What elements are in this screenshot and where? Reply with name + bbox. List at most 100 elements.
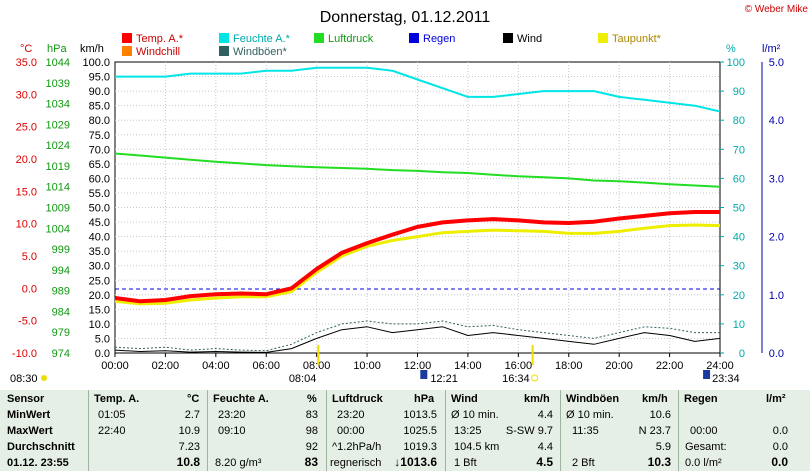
humidity-tick-label: 100: [727, 57, 745, 69]
rain-max: 0.0: [772, 425, 788, 437]
pressure-tick-label: 1014: [46, 182, 70, 194]
wind-tick-label: 100.0: [82, 57, 110, 69]
temp-unit-label: °C: [20, 43, 32, 55]
wind-avg: 4.4: [537, 409, 553, 421]
wind-tick-label: 65.0: [89, 159, 110, 171]
pressure-max: 1025.5: [403, 425, 437, 437]
legend-swatch-1: [219, 33, 229, 43]
legend-label-2: Luftdruck: [328, 33, 374, 45]
series-line-windben: [114, 320, 720, 352]
legend-label-3: Regen: [423, 33, 455, 45]
rain-amount: 0.0 l/m²: [685, 457, 722, 469]
time-tick-label: 20:00: [605, 360, 633, 372]
rain-tick-label: 5.0: [769, 57, 784, 69]
chart-title: Donnerstag, 01.12.2011: [320, 9, 491, 26]
humidity-max-time: 09:10: [218, 425, 246, 437]
legend-swatch-0: [122, 33, 132, 43]
pressure-header: Luftdruck: [332, 393, 383, 405]
humidity-unit-label: %: [726, 43, 736, 55]
temp-header: Temp. A.: [94, 393, 140, 405]
wind-tick-label: 30.0: [89, 261, 110, 273]
chart-series: [114, 66, 721, 353]
legend-swatch-3: [409, 33, 419, 43]
moon-icon: [531, 374, 539, 382]
temp-tick-label: 0.0: [22, 283, 37, 295]
wind-tick-label: 80.0: [89, 115, 110, 127]
pressure-tick-label: 1039: [46, 78, 70, 90]
legend-label-1: Feuchte A.*: [233, 33, 291, 45]
rain-unit-label: l/m²: [762, 43, 781, 55]
humidity-min: 83: [305, 409, 318, 421]
temp-min: 2.7: [184, 409, 200, 421]
pressure-tick-label: 1044: [46, 57, 70, 69]
wind-tick-label: 85.0: [89, 101, 110, 113]
pressure-max-time: 00:00: [337, 425, 365, 437]
wind-current: 4.5: [536, 455, 553, 469]
humidity-tick-label: 80: [733, 115, 745, 127]
gusts-current: 10.3: [647, 455, 671, 469]
pressure-trend: ^1.2hPa/h: [332, 441, 382, 453]
wind-max: S-SW 9.7: [505, 425, 553, 437]
time-tick-label: 14:00: [454, 360, 482, 372]
wind-unit-label: km/h: [80, 43, 104, 55]
pressure-tick-label: 1034: [46, 99, 70, 111]
rain-tick-label: 2.0: [769, 232, 784, 244]
temp-tick-label: 25.0: [16, 122, 37, 134]
rain-current: 0.0: [771, 455, 788, 469]
wind-tick-label: 45.0: [89, 217, 110, 229]
rain-total-label: Gesamt:: [685, 441, 727, 453]
pressure-tick-label: 1019: [46, 161, 70, 173]
humidity-avg: 92: [305, 441, 318, 453]
wind-max-time: 13:25: [454, 425, 482, 437]
pressure-tick-label: 1004: [46, 223, 70, 235]
wind-tick-label: 90.0: [89, 86, 110, 98]
legend-swatch-2: [314, 33, 324, 43]
temp-tick-label: 30.0: [16, 89, 37, 101]
temp-tick-label: -5.0: [18, 316, 37, 328]
pressure-tick-label: 979: [52, 327, 70, 339]
noon-label: 12:21: [430, 373, 458, 385]
gusts-avg: 10.6: [649, 409, 671, 421]
series-line-taupunkt: [114, 223, 721, 306]
wind-tick-label: 15.0: [89, 304, 110, 316]
pressure-tick-label: 984: [52, 306, 70, 318]
temp-tick-label: 15.0: [16, 186, 37, 198]
wind-unit: km/h: [524, 393, 550, 405]
rain-tick-label: 3.0: [769, 173, 784, 185]
chart-axes: 35.0 30.0 25.0 20.0 15.0 10.0 5.0 0.0 -5.0 -10.0 1…: [12, 57, 784, 372]
sun-icon: [41, 375, 47, 381]
temp-tick-label: 35.0: [16, 57, 37, 69]
series-line-feuchtea: [115, 66, 721, 113]
noon-icon: [420, 370, 428, 379]
wind-tick-label: 55.0: [89, 188, 110, 200]
humidity-tick-label: 90: [733, 86, 745, 98]
pressure-tick-label: 1009: [46, 203, 70, 215]
temp-current: 10.8: [176, 455, 200, 469]
time-tick-label: 22:00: [656, 360, 684, 372]
rain-unit: l/m²: [766, 393, 786, 405]
pressure-tick-label: 989: [52, 286, 70, 298]
wind-daily-avg: 4.4: [537, 441, 553, 453]
wind-tick-label: 60.0: [89, 173, 110, 185]
wind-tick-label: 35.0: [89, 246, 110, 258]
time-tick-label: 16:00: [505, 360, 533, 372]
humidity-unit: %: [307, 393, 317, 405]
humidity-tick-label: 60: [733, 173, 745, 185]
wind-tick-label: 10.0: [89, 319, 110, 331]
temp-tick-label: 10.0: [16, 219, 37, 231]
wind-tick-label: 25.0: [89, 275, 110, 287]
pressure-tick-label: 974: [52, 348, 70, 360]
humidity-tick-label: 30: [733, 261, 745, 273]
legend-swatch-6: [122, 46, 132, 56]
time-tick-label: 00:00: [101, 360, 129, 372]
series-line-tempa: [114, 210, 720, 304]
gusts-daily-avg: 5.9: [655, 441, 671, 453]
rain-tick-label: 4.0: [769, 115, 784, 127]
temp-tick-label: 20.0: [16, 154, 37, 166]
legend-label-6: Windchill: [136, 46, 180, 58]
humidity-tick-label: 40: [733, 232, 745, 244]
temp-tick-label: 5.0: [22, 251, 37, 263]
time-tick-label: 24:00: [706, 360, 734, 372]
row-label-max: MaxWert: [7, 425, 53, 437]
time-tick-label: 04:00: [202, 360, 230, 372]
